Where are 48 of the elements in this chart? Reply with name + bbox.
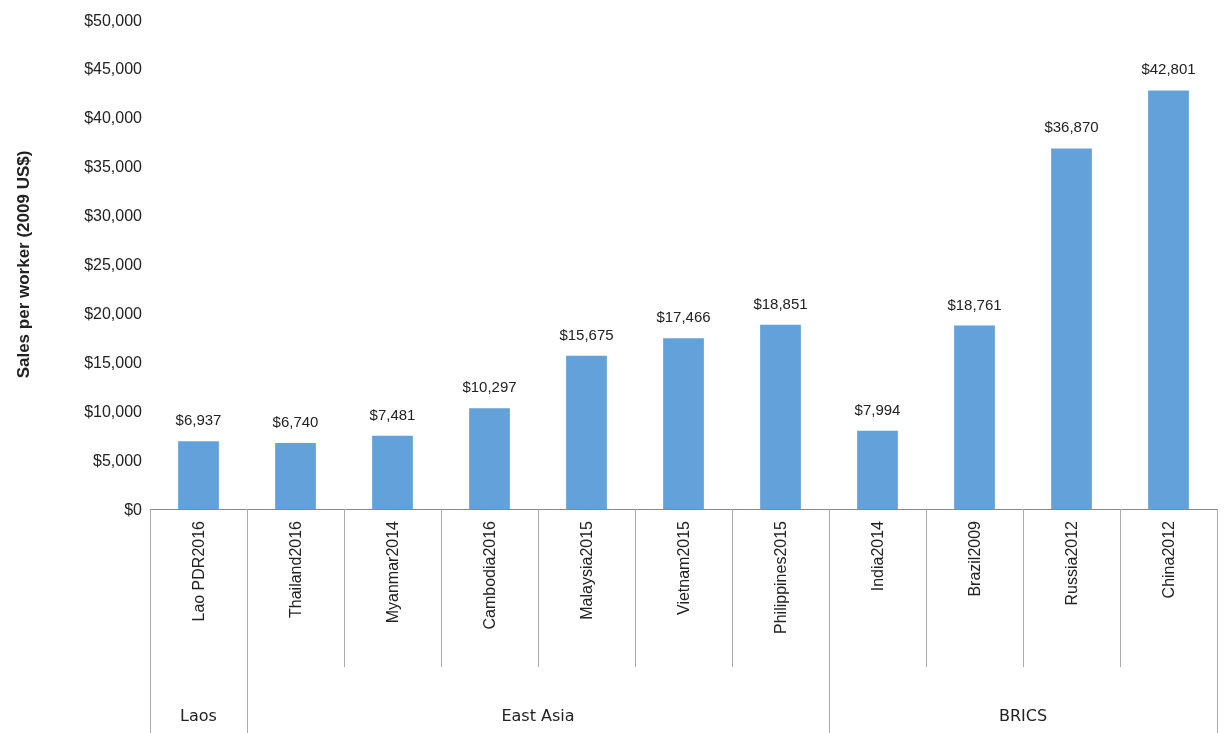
x-tick-label: Russia2012: [1063, 520, 1080, 606]
x-tick-label: Myanmar2014: [384, 520, 401, 624]
text: Laos: [179, 706, 218, 725]
bar: [469, 408, 510, 509]
y-tick-label: $5,000: [93, 451, 143, 469]
x-tick-label: China2012: [1160, 520, 1177, 599]
data-label: $10,297: [462, 378, 517, 396]
bar: [372, 435, 413, 509]
y-axis-title: Sales per worker (2009 US$): [14, 150, 33, 379]
x-tick-label: Cambodia2016: [481, 520, 498, 630]
y-tick-label: $30,000: [84, 207, 143, 225]
data-label: $7,481: [369, 405, 416, 423]
data-label: $18,851: [753, 294, 808, 312]
y-tick-label: $45,000: [84, 60, 143, 78]
text: East Asia: [500, 706, 576, 725]
bar: [663, 338, 704, 509]
y-tick-label: $35,000: [84, 158, 143, 176]
bar: [954, 325, 995, 509]
bar: [857, 430, 898, 509]
x-tick-label: Brazil2009: [966, 520, 983, 597]
bar: [1051, 148, 1092, 509]
data-label: $17,466: [656, 308, 711, 326]
x-tick-label: Lao PDR2016: [190, 520, 207, 622]
y-tick-label: $15,000: [84, 353, 143, 371]
y-tick-label: $25,000: [84, 256, 143, 273]
data-label: $6,937: [175, 411, 222, 429]
x-tick-label: Malaysia2015: [578, 520, 595, 620]
x-tick-label: Thailand2016: [287, 520, 304, 618]
bar: [275, 443, 316, 509]
bar: [760, 324, 801, 509]
x-tick-label: India2014: [869, 520, 886, 592]
bar: [1148, 90, 1189, 509]
data-label: $6,740: [272, 413, 319, 431]
x-tick-label: Philippines2015: [772, 520, 789, 634]
data-label: $7,994: [854, 400, 901, 418]
bar: [178, 441, 219, 509]
text: BRICS: [997, 706, 1049, 725]
bar: [566, 355, 607, 509]
x-tick-label: Vietnam2015: [675, 520, 692, 615]
y-tick-label: $40,000: [84, 109, 143, 127]
y-tick-label: $0: [124, 500, 143, 518]
data-label: $15,675: [559, 325, 614, 343]
data-label: $36,870: [1044, 118, 1099, 136]
data-label: $18,761: [947, 295, 1002, 313]
data-label: $42,801: [1141, 60, 1196, 78]
y-tick-label: $10,000: [84, 402, 143, 420]
y-tick-label: $50,000: [84, 11, 143, 29]
y-tick-label: $20,000: [84, 304, 143, 322]
